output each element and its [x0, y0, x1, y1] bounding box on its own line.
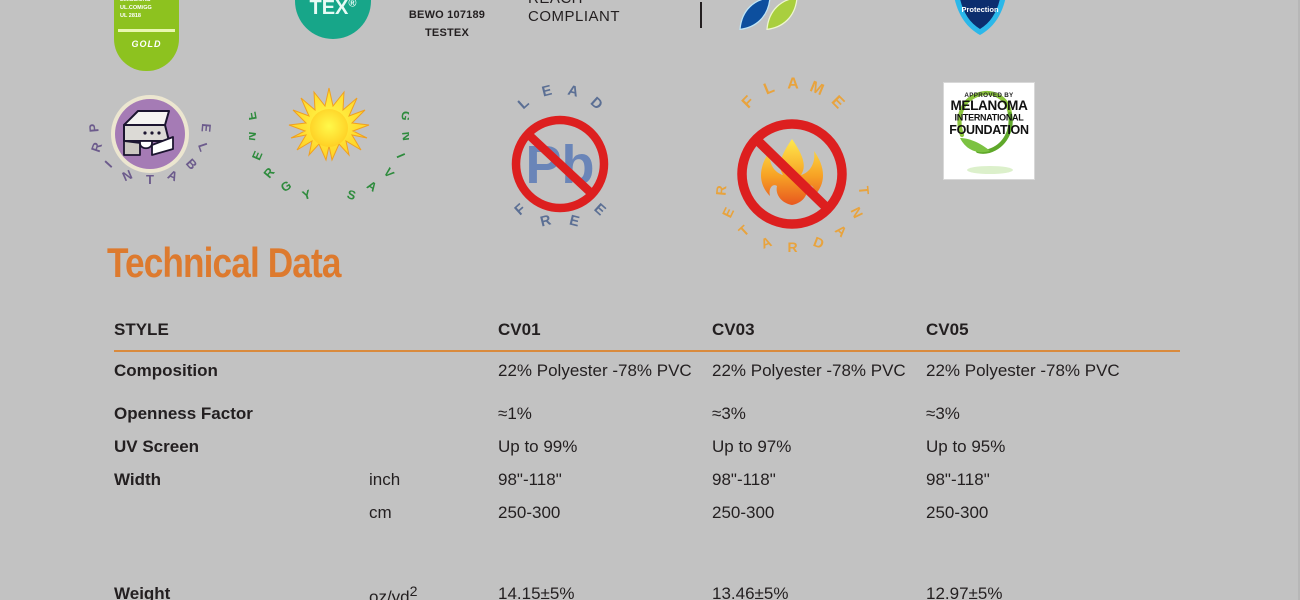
svg-text:I: I: [102, 158, 116, 171]
svg-text:A: A: [566, 83, 581, 101]
svg-text:G: G: [398, 110, 409, 122]
svg-text:R: R: [539, 212, 554, 230]
svg-text:T: T: [146, 172, 154, 187]
svg-text:E: E: [568, 213, 582, 231]
svg-text:B: B: [183, 156, 200, 173]
svg-text:R: R: [787, 239, 797, 255]
svg-text:E: E: [540, 83, 554, 101]
svg-text:M: M: [807, 78, 826, 99]
svg-text:UV: UV: [973, 0, 987, 2]
svg-text:L: L: [515, 95, 532, 113]
svg-text:F: F: [739, 93, 758, 112]
svg-text:MELANOMA: MELANOMA: [950, 98, 1028, 113]
svg-text:N: N: [249, 131, 259, 142]
svg-text:N: N: [399, 131, 409, 142]
svg-text:A: A: [787, 76, 799, 93]
svg-text:E: E: [828, 93, 848, 113]
svg-text:FOUNDATION: FOUNDATION: [949, 123, 1029, 137]
svg-text:E: E: [249, 149, 265, 162]
svg-text:N: N: [848, 204, 867, 220]
svg-text:R: R: [88, 140, 105, 154]
svg-text:A: A: [364, 178, 379, 195]
svg-text:E: E: [198, 123, 214, 133]
svg-text:F: F: [512, 201, 529, 219]
svg-text:E: E: [591, 201, 609, 220]
svg-text:D: D: [811, 233, 826, 252]
svg-text:G: G: [278, 178, 294, 195]
svg-text:INTERNATIONAL: INTERNATIONAL: [955, 113, 1025, 123]
svg-text:N: N: [120, 167, 135, 185]
svg-text:P: P: [86, 123, 102, 133]
svg-text:E: E: [249, 111, 260, 122]
svg-text:L: L: [761, 79, 777, 99]
svg-text:Protection: Protection: [961, 5, 999, 14]
svg-text:T: T: [735, 222, 752, 240]
svg-text:R: R: [713, 185, 730, 196]
svg-text:S: S: [345, 187, 357, 203]
svg-text:R: R: [261, 165, 278, 181]
svg-text:L: L: [195, 141, 212, 153]
svg-text:A: A: [165, 167, 180, 185]
svg-text:A: A: [832, 221, 850, 240]
svg-text:Y: Y: [301, 187, 314, 203]
svg-text:V: V: [381, 165, 398, 181]
svg-text:I: I: [393, 151, 407, 160]
svg-text:T: T: [856, 185, 873, 195]
svg-text:A: A: [759, 233, 774, 252]
svg-text:E: E: [719, 205, 737, 220]
svg-text:D: D: [587, 94, 605, 113]
